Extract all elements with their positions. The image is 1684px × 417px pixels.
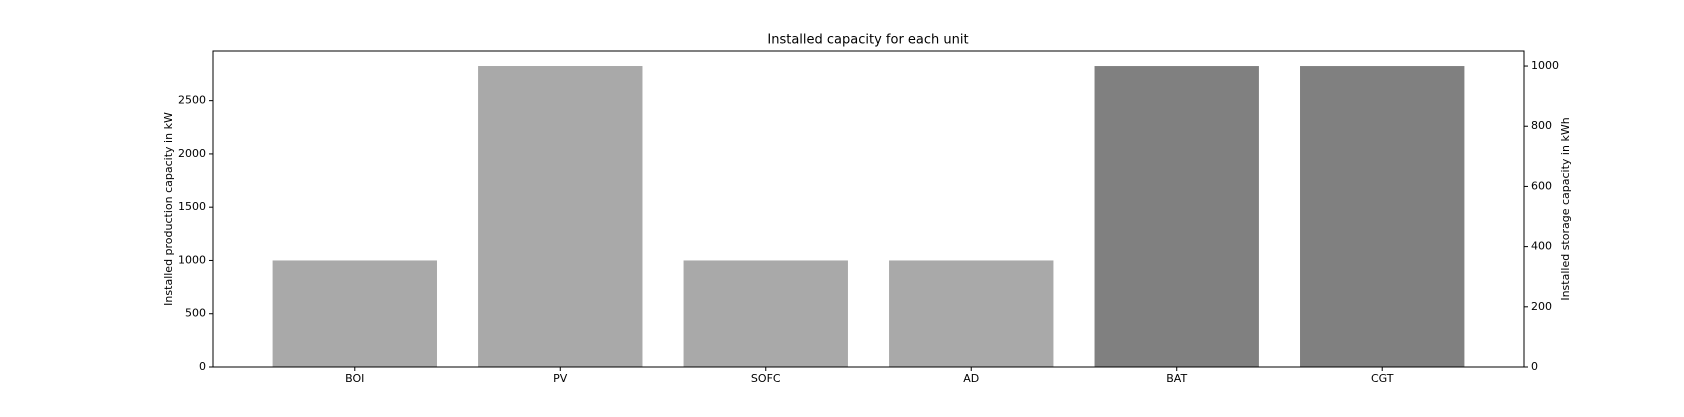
y2-tick-label: 600	[1531, 179, 1552, 192]
bar	[1094, 66, 1259, 368]
y2-tick-label: 200	[1531, 300, 1552, 313]
bar	[1300, 66, 1465, 368]
y2-tick-label: 0	[1531, 360, 1538, 373]
y2-axis-label: Installed storage capacity in kWh	[1559, 117, 1572, 300]
bar	[683, 260, 848, 367]
x-tick-label: CGT	[1371, 372, 1394, 385]
y2-tick-label: 400	[1531, 240, 1552, 253]
chart-title: Installed capacity for each unit	[767, 33, 968, 48]
plot-frame	[212, 50, 1525, 368]
y-tick-label: 500	[185, 307, 206, 320]
y-axis-label: Installed production capacity in kW	[162, 112, 175, 306]
y-tick-label: 2000	[178, 147, 206, 160]
x-tick-label: SOFC	[751, 372, 781, 385]
x-tick-label: AD	[963, 372, 979, 385]
y-tick-label: 0	[199, 360, 206, 373]
x-tick-label: PV	[553, 372, 568, 385]
x-tick-label: BOI	[345, 372, 364, 385]
bar	[272, 260, 437, 367]
y2-tick-label: 800	[1531, 119, 1552, 132]
y-tick-label: 1000	[178, 253, 206, 266]
bar	[478, 66, 643, 368]
y-tick-label: 1500	[178, 200, 206, 213]
bar	[889, 260, 1054, 367]
y2-tick-label: 1000	[1531, 59, 1559, 72]
y-tick-label: 2500	[178, 94, 206, 107]
x-tick-label: BAT	[1166, 372, 1187, 385]
